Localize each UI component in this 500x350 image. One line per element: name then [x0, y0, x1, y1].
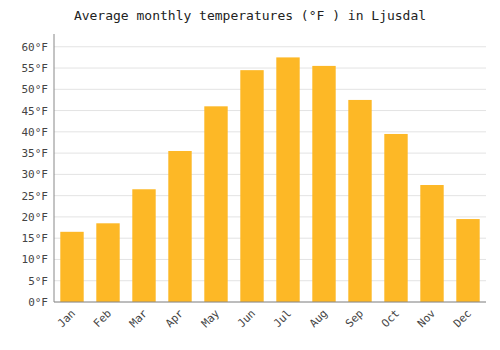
x-tick-label: Sep: [343, 307, 366, 330]
chart-svg: Average monthly temperatures (°F ) in Lj…: [0, 0, 500, 350]
y-tick-label: 45°F: [22, 105, 49, 118]
bar: [312, 66, 335, 302]
y-tick-label: 5°F: [28, 275, 48, 288]
y-tick-label: 20°F: [22, 211, 49, 224]
bar: [96, 223, 119, 302]
y-tick-label: 35°F: [22, 147, 49, 160]
bar: [348, 100, 371, 302]
bar: [168, 151, 191, 302]
x-tick-label: Feb: [91, 307, 114, 330]
y-axis: 0°F 5°F 10°F 15°F 20°F 25°F 30°F 35°F 40°F 45°F 50…: [22, 34, 55, 309]
grid: [54, 47, 486, 302]
y-tick-label: 25°F: [22, 190, 49, 203]
x-tick-label: Jul: [271, 307, 294, 330]
x-tick-label: Dec: [451, 307, 474, 330]
bars: [60, 57, 479, 302]
grid-line: [54, 174, 486, 175]
x-tick-label: Aug: [307, 307, 330, 330]
grid-line: [54, 153, 486, 154]
x-tick-label: Nov: [415, 307, 439, 331]
bar: [456, 219, 479, 302]
bar: [240, 70, 263, 302]
y-tick-label: 15°F: [22, 232, 49, 245]
x-axis: Jan Feb Mar Apr May Jun Jul Aug Sep Oct Nov Dec: [54, 302, 486, 330]
bar: [420, 185, 443, 302]
y-tick-label: 60°F: [22, 41, 49, 54]
grid-line: [54, 46, 486, 47]
x-tick-label: Jun: [235, 307, 258, 330]
grid-line: [54, 131, 486, 132]
y-tick-label: 50°F: [22, 83, 49, 96]
y-tick-label: 55°F: [22, 62, 49, 75]
x-tick-label: Oct: [379, 307, 402, 330]
grid-line: [54, 110, 486, 111]
x-tick-label: Mar: [127, 307, 151, 331]
grid-line: [54, 302, 486, 303]
title: Average monthly temperatures (°F ) in Lj…: [74, 8, 426, 23]
y-tick-label: 40°F: [22, 126, 49, 139]
grid-line: [54, 89, 486, 90]
bar: [384, 134, 407, 302]
y-tick-label: 30°F: [22, 168, 49, 181]
y-tick-label: 10°F: [22, 253, 49, 266]
bar: [132, 189, 155, 302]
x-tick-label: May: [199, 307, 223, 331]
bar: [276, 57, 299, 302]
y-axis-line: [54, 34, 55, 302]
grid-line: [54, 68, 486, 69]
bar: [204, 106, 227, 302]
x-tick-label: Jan: [55, 307, 78, 330]
chart-container: Average monthly temperatures (°F ) in Lj…: [0, 0, 500, 350]
x-tick-label: Apr: [163, 307, 187, 331]
y-tick-label: 0°F: [28, 296, 48, 309]
bar: [60, 232, 83, 302]
x-axis-line: [54, 302, 486, 303]
